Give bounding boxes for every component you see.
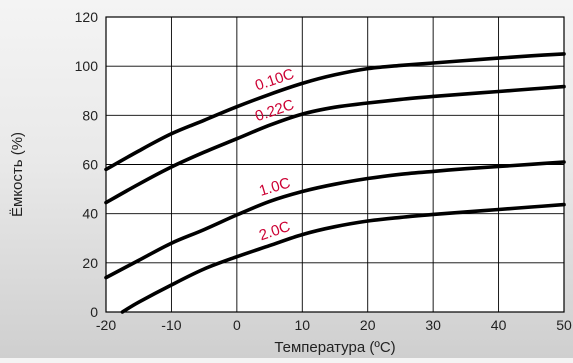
- y-tick-label: 100: [75, 58, 99, 74]
- y-tick-label: 60: [82, 157, 98, 173]
- x-tick-label: 20: [360, 317, 376, 333]
- x-tick-label: 50: [556, 317, 572, 333]
- x-tick-label: -10: [161, 317, 181, 333]
- y-tick-label: 40: [82, 206, 98, 222]
- series-line-0.10C: [104, 52, 566, 172]
- y-tick-label: 0: [90, 304, 98, 320]
- x-tick-label: 10: [294, 317, 310, 333]
- y-tick-label: 120: [75, 9, 99, 25]
- y-tick-label: 80: [82, 107, 98, 123]
- series-line-2.0C: [120, 202, 566, 314]
- series-line-1.0C: [104, 160, 566, 280]
- x-axis-title: Температура (ºC): [274, 339, 395, 356]
- series-line-0.22C: [104, 84, 566, 205]
- y-tick-label: 20: [82, 255, 98, 271]
- x-tick-label: 0: [233, 317, 241, 333]
- y-axis-title: Ёмкость (%): [9, 132, 26, 217]
- x-tick-label: 40: [491, 317, 507, 333]
- x-tick-label: 30: [425, 317, 441, 333]
- x-tick-label: -20: [96, 317, 116, 333]
